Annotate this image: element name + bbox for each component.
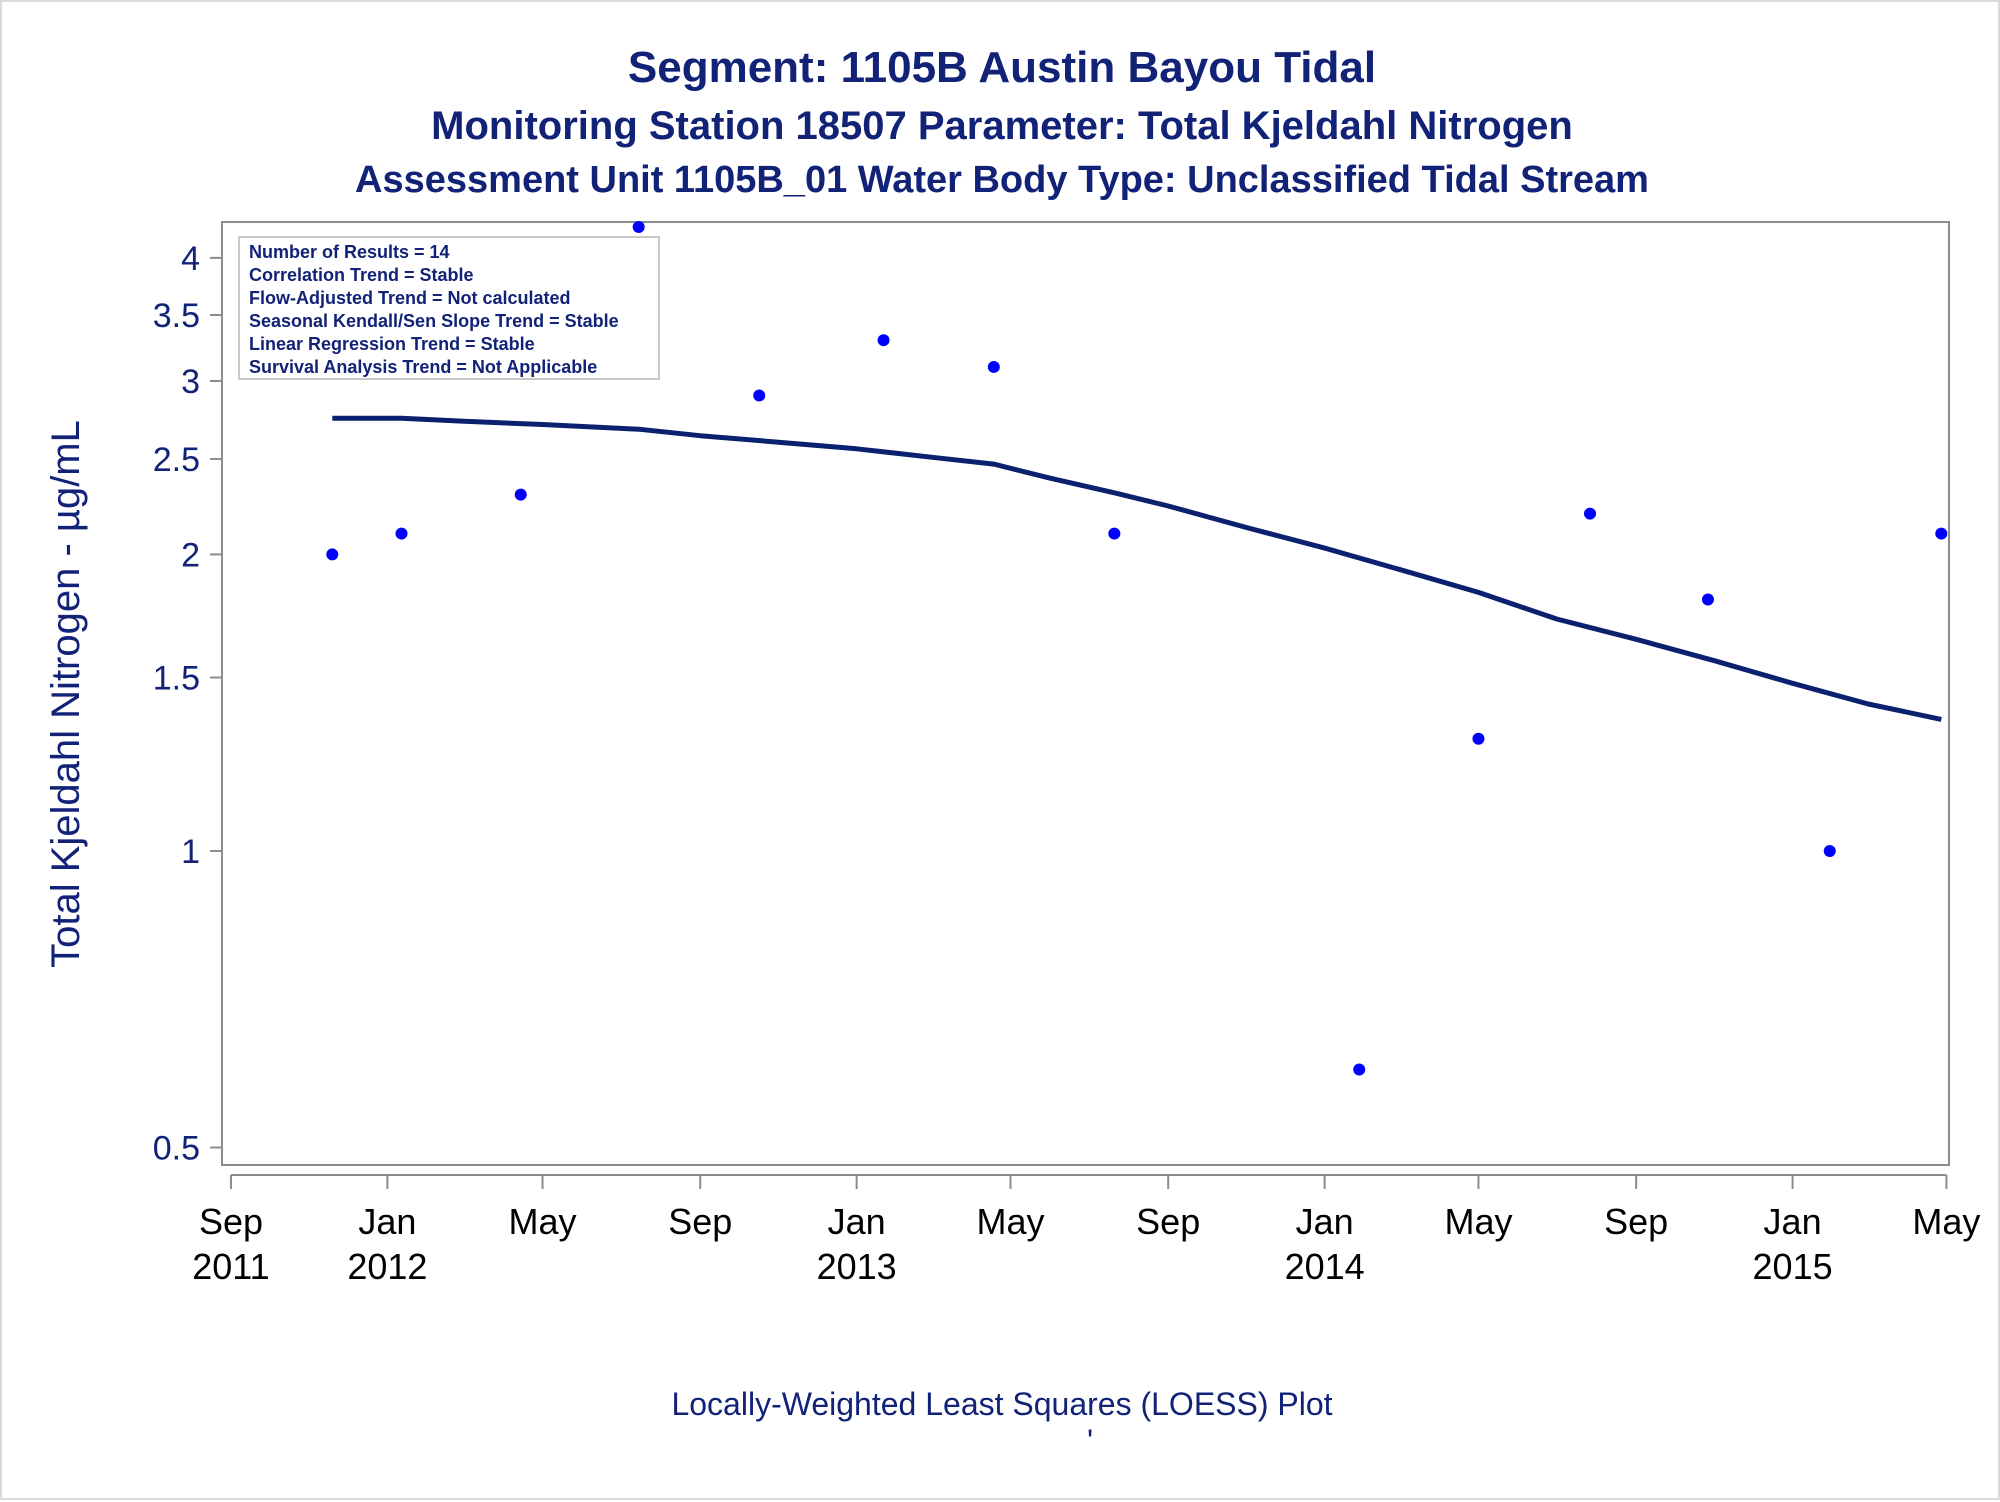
inset-box — [238, 236, 660, 380]
data-point — [632, 220, 645, 233]
data-point — [1823, 844, 1836, 857]
chart-subtitle: Monitoring Station 18507 Parameter: Tota… — [431, 104, 1573, 148]
loess-line — [332, 415, 1942, 722]
x-tick-label: May — [509, 1201, 577, 1242]
x-tick-label: Jan — [1764, 1201, 1822, 1242]
inset-line: Seasonal Kendall/Sen Slope Trend = Stabl… — [249, 311, 619, 331]
data-point — [877, 334, 890, 347]
data-point — [395, 527, 408, 540]
x-tick-label: Jan — [1296, 1201, 1354, 1242]
x-tick-label: Sep — [199, 1201, 263, 1242]
data-point — [753, 389, 766, 402]
x-tick-label: Jan — [828, 1201, 886, 1242]
y-axis-label: Total Kjeldahl Nitrogen - µg/mL — [44, 420, 88, 968]
data-point — [1472, 732, 1485, 745]
data-point — [1584, 507, 1597, 520]
x-tick-year-label: 2014 — [1285, 1246, 1365, 1287]
y-tick-label: 3 — [181, 363, 200, 401]
y-tick-label: 0.5 — [153, 1130, 200, 1168]
inset-line: Number of Results = 14 — [249, 242, 450, 262]
footnote-mark: ' — [1087, 1423, 1093, 1459]
x-tick-label: Sep — [1136, 1201, 1200, 1242]
x-tick-year-label: 2015 — [1753, 1246, 1833, 1287]
data-points — [326, 220, 1948, 1076]
data-point — [1108, 527, 1121, 540]
data-point — [1701, 593, 1714, 606]
statistics-inset: Number of Results = 14 Correlation Trend… — [238, 236, 660, 380]
y-tick-label: 2.5 — [153, 441, 200, 479]
data-point — [514, 488, 527, 501]
inset-line: Linear Regression Trend = Stable — [249, 334, 535, 354]
inset-line: Correlation Trend = Stable — [249, 265, 474, 285]
x-tick-label: Sep — [1604, 1201, 1668, 1242]
chart-title: Segment: 1105B Austin Bayou Tidal — [628, 43, 1376, 92]
data-point — [1935, 527, 1948, 540]
data-point — [326, 548, 339, 561]
x-tick-label: May — [1444, 1201, 1512, 1242]
y-tick-label: 2 — [181, 536, 200, 574]
y-tick-label: 1 — [181, 833, 200, 871]
x-tick-year-label: 2013 — [817, 1246, 897, 1287]
loess-series — [332, 415, 1942, 722]
x-tick-year-label: 2011 — [192, 1246, 269, 1287]
x-tick-label: Sep — [668, 1201, 732, 1242]
y-tick-label: 4 — [181, 240, 200, 278]
x-tick-label: Jan — [358, 1201, 416, 1242]
x-tick-label: May — [976, 1201, 1044, 1242]
x-tick-year-label: 2012 — [347, 1246, 427, 1287]
footnote: Locally-Weighted Least Squares (LOESS) P… — [671, 1386, 1332, 1422]
inset-line: Flow-Adjusted Trend = Not calculated — [249, 288, 571, 308]
data-point — [1353, 1063, 1366, 1076]
y-tick-label: 3.5 — [153, 297, 200, 335]
y-tick-label: 1.5 — [153, 660, 200, 698]
inset-line: Survival Analysis Trend = Not Applicable — [249, 357, 597, 377]
chart-subtitle-2: Assessment Unit 1105B_01 Water Body Type… — [355, 159, 1649, 201]
data-point — [987, 360, 1000, 373]
x-tick-label: May — [1912, 1201, 1980, 1242]
y-axis: 0.5 1 1.5 2 2.5 3 3.5 4 — [153, 240, 222, 1168]
